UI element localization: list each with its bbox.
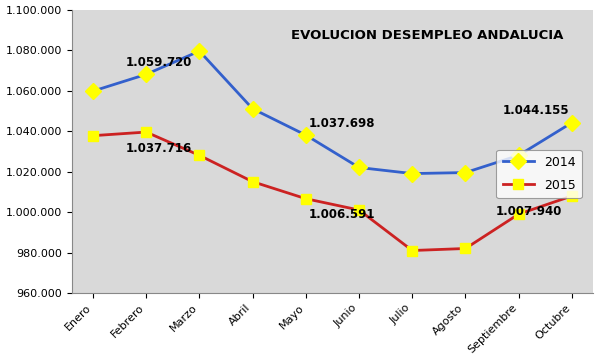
2014: [90, 89, 97, 93]
Text: 1.037.698: 1.037.698: [308, 117, 375, 130]
2015: [355, 208, 362, 212]
2014: [196, 49, 203, 53]
2015: [569, 194, 576, 198]
2014: [462, 170, 469, 175]
2014: [515, 153, 522, 157]
2014: [249, 106, 256, 111]
2014: [569, 121, 576, 125]
Text: 1.006.591: 1.006.591: [308, 208, 375, 221]
Text: 1.037.716: 1.037.716: [126, 142, 192, 155]
Legend: 2014, 2015: 2014, 2015: [496, 150, 582, 198]
Text: 1.007.940: 1.007.940: [496, 205, 562, 218]
2015: [302, 196, 310, 201]
Line: 2014: 2014: [87, 45, 578, 179]
2015: [249, 179, 256, 184]
2015: [90, 134, 97, 138]
2015: [196, 153, 203, 157]
2015: [515, 212, 522, 216]
Text: 1.044.155: 1.044.155: [502, 104, 569, 117]
2015: [462, 246, 469, 251]
2014: [142, 72, 150, 77]
2014: [302, 133, 310, 137]
Text: 1.059.720: 1.059.720: [126, 56, 192, 69]
2014: [409, 171, 416, 176]
Line: 2015: 2015: [88, 127, 577, 255]
Text: EVOLUCION DESEMPLEO ANDALUCIA: EVOLUCION DESEMPLEO ANDALUCIA: [291, 29, 563, 42]
2015: [409, 248, 416, 253]
2014: [355, 165, 362, 170]
2015: [142, 130, 150, 134]
